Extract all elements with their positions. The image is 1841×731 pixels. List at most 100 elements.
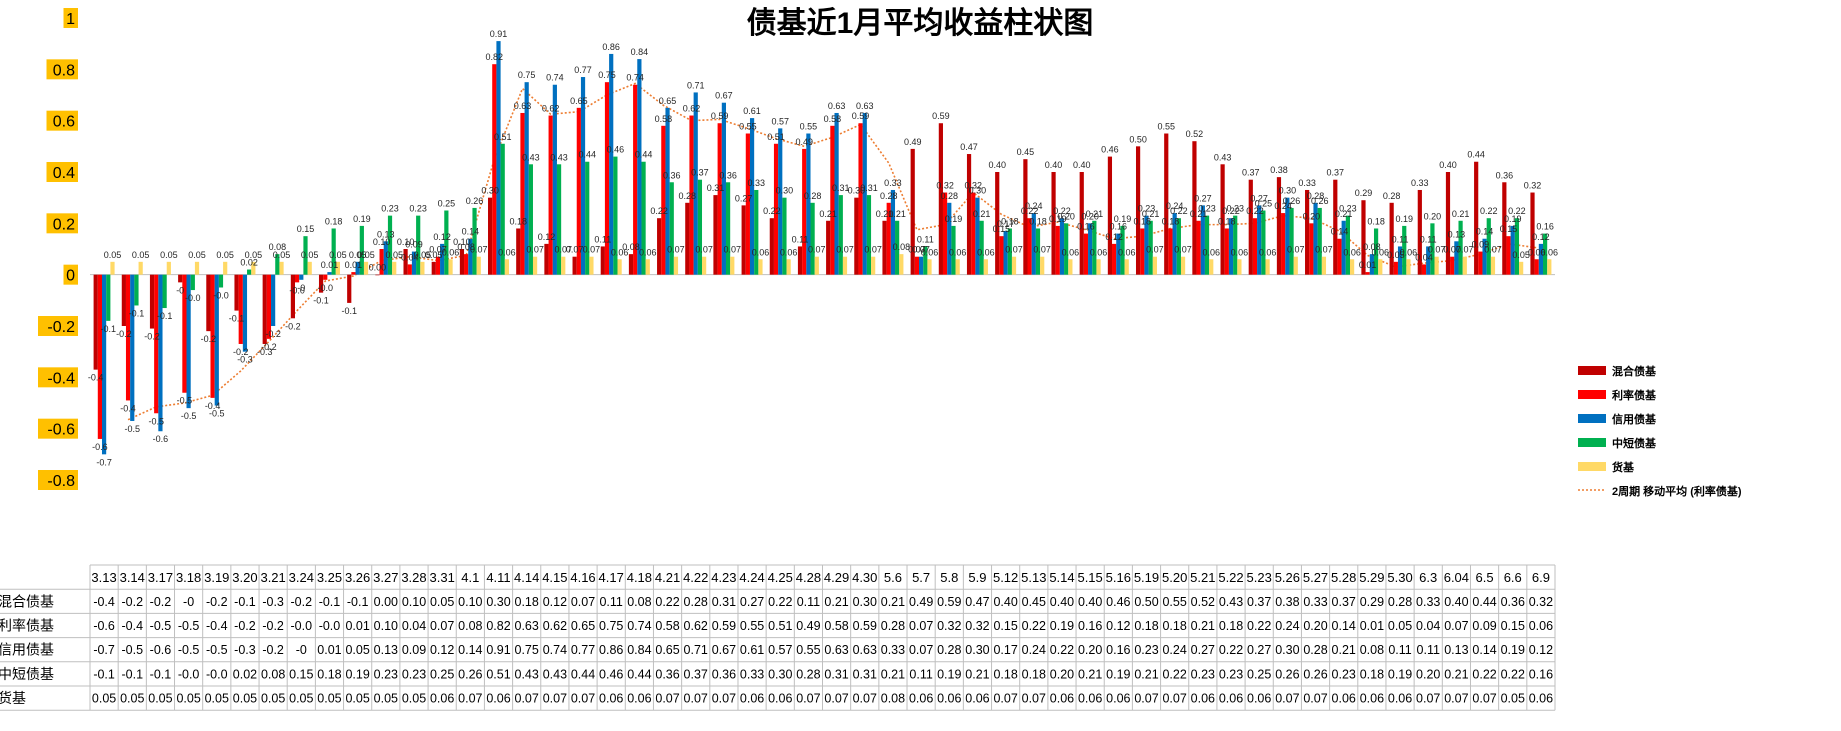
data-label: 0.55 (800, 122, 818, 132)
table-cell: 0.10 (458, 595, 482, 609)
table-cell: 0.18 (1134, 619, 1158, 633)
table-cell: 0.21 (1332, 643, 1356, 657)
bar (730, 256, 735, 275)
bar (1378, 259, 1383, 275)
table-cell: -0 (183, 595, 194, 609)
data-label: 0.33 (1411, 178, 1429, 188)
y-tick-label: 1 (66, 11, 75, 28)
bar (266, 274, 272, 339)
data-label: 0.06 (1118, 247, 1136, 257)
table-cell: 0.07 (1134, 692, 1158, 706)
table-cell: 0.09 (1472, 619, 1496, 633)
data-label: -0.2 (285, 321, 301, 331)
table-cell: -0.0 (319, 619, 341, 633)
table-cell: 0.07 (712, 692, 736, 706)
table-series-name: 利率债基 (0, 618, 54, 634)
data-label: 0.28 (1383, 191, 1401, 201)
bar (923, 246, 928, 275)
data-label: 0.62 (683, 104, 701, 114)
bar (472, 207, 477, 275)
bar (858, 123, 863, 275)
bar (1228, 218, 1234, 275)
table-cell: 0.82 (486, 619, 510, 633)
bar (1389, 202, 1394, 275)
bar (1068, 259, 1073, 275)
bar (1096, 259, 1101, 275)
table-cell: 0.22 (1022, 619, 1046, 633)
table-cell: 0.51 (486, 667, 510, 681)
data-label: 0.19 (353, 214, 371, 224)
x-tick-label: 4.21 (655, 570, 680, 585)
table-cell: 0.07 (796, 692, 820, 706)
data-label: 0.55 (739, 122, 757, 132)
table-cell: 0.01 (345, 619, 369, 633)
data-label: 0.26 (466, 196, 484, 206)
x-tick-label: 3.25 (317, 570, 342, 585)
table-cell: 0.07 (655, 692, 679, 706)
table-cell: 0.05 (345, 643, 369, 657)
data-label: 0.05 (385, 250, 403, 260)
y-axis: -0.8 -0.6 -0.4 -0.2 0 0.2 0.4 0.6 0.8 1 (38, 8, 1555, 490)
bar (830, 125, 835, 275)
bar (93, 274, 98, 370)
data-label: 0.18 (1218, 216, 1236, 226)
table-cell: 0.26 (1303, 667, 1327, 681)
table-cell: 0.55 (796, 643, 820, 657)
bar (1196, 220, 1201, 275)
data-label: 0.82 (486, 52, 504, 62)
data-label: -0.5 (209, 409, 225, 419)
table-cell: 0.21 (824, 595, 848, 609)
table-cell: 0.19 (1388, 667, 1412, 681)
bar (444, 210, 449, 275)
table-cell: 0.18 (317, 667, 341, 681)
bar (97, 274, 102, 439)
bar (210, 274, 215, 398)
bar (190, 274, 195, 291)
bar (271, 274, 276, 326)
data-label: 0.08 (1363, 242, 1381, 252)
bar (1337, 238, 1342, 275)
bar (440, 243, 445, 275)
data-label: 0.07 (554, 245, 572, 255)
data-label: 0.29 (1355, 188, 1373, 198)
data-label: 0.40 (1439, 160, 1457, 170)
bar (1040, 256, 1045, 275)
table-cell: 0.63 (853, 643, 877, 657)
table-cell: 0.59 (853, 619, 877, 633)
data-label: 0.59 (711, 111, 729, 121)
bar (895, 220, 900, 275)
data-label: 0.08 (893, 242, 911, 252)
data-label: 0.07 (1443, 245, 1461, 255)
bar (914, 256, 920, 275)
bar (657, 218, 662, 275)
data-label: 0.12 (538, 232, 556, 242)
table-cell: 0.26 (458, 667, 482, 681)
data-label: 0.91 (490, 29, 508, 39)
table-cell: 0.27 (1247, 643, 1271, 657)
bar (1257, 205, 1262, 275)
bar (834, 112, 839, 275)
table-cell: 0.06 (1360, 692, 1384, 706)
table-cell: 0.28 (684, 595, 708, 609)
table-cell: 0.63 (824, 643, 848, 657)
bar (758, 259, 763, 275)
bar (919, 256, 924, 275)
table-cell: 0.22 (1050, 643, 1074, 657)
x-tick-label: 5.14 (1049, 570, 1074, 585)
data-label: 0.49 (795, 137, 813, 147)
bar (589, 256, 594, 275)
data-label: 0.74 (626, 73, 644, 83)
x-tick-label: 4.16 (570, 570, 595, 585)
table-cell: 0.62 (543, 619, 567, 633)
data-label: 0.05 (357, 250, 375, 260)
data-label: 0.21 (973, 209, 991, 219)
legend-label: 利率债基 (1612, 388, 1657, 402)
data-label: -0.4 (205, 401, 221, 411)
x-tick-label: 5.16 (1106, 570, 1131, 585)
bar (532, 256, 538, 275)
table-cell: -0.2 (291, 595, 313, 609)
data-label: 0.36 (719, 170, 737, 180)
data-label: 0.07 (1428, 245, 1446, 255)
